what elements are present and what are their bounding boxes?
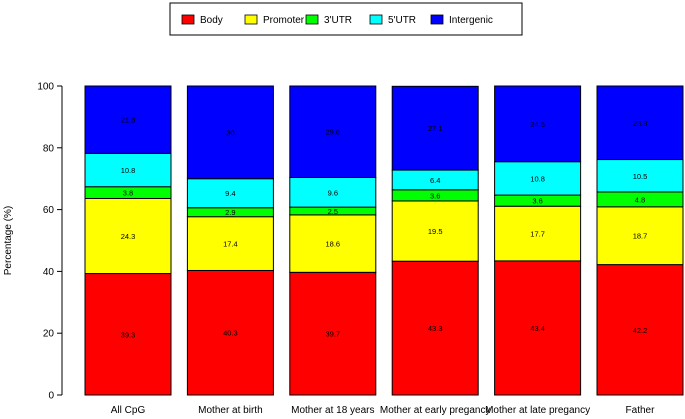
bar-value-label: 18.6	[325, 240, 340, 249]
legend-label: Promoter	[263, 15, 305, 26]
bar-segment	[494, 161, 582, 196]
bar-value-label: 43.3	[428, 324, 443, 333]
legend-swatch	[305, 14, 319, 25]
bar-segment	[391, 260, 479, 396]
bar-value-label: 24.3	[121, 232, 136, 241]
bar-segment	[186, 85, 274, 180]
bar-segment	[289, 176, 377, 208]
bar-segment	[494, 205, 582, 262]
bar-value-label: 29.6	[325, 128, 340, 137]
bar-value-label: 10.5	[633, 172, 648, 181]
bar-value-label: 19.5	[428, 227, 443, 236]
y-tick-label: 20	[43, 329, 55, 340]
y-tick-label: 60	[43, 205, 55, 216]
legend: Body Promoter 3'UTR 5'UTR Intergenic	[169, 2, 523, 36]
bar-value-label: 4.8	[635, 195, 645, 204]
bar-segment	[84, 152, 172, 188]
bar-value-label: 39.7	[325, 330, 340, 339]
y-tick-label: 100	[37, 82, 54, 93]
bar-value-label: 30	[226, 128, 234, 137]
bar-segment	[289, 271, 377, 396]
bar-value-label: 3.6	[430, 191, 440, 200]
bar-segment	[596, 85, 684, 161]
y-tick-label: 0	[48, 391, 54, 402]
legend-box	[169, 2, 523, 36]
legend-swatch	[430, 14, 444, 25]
y-tick-label: 40	[43, 267, 55, 278]
bar-value-label: 3.8	[123, 189, 133, 198]
bar-segment	[494, 85, 582, 163]
bar-stack: 43.4 17.7 3.6 10.8 24.5	[494, 85, 582, 396]
x-category-label: Father	[626, 405, 656, 416]
bars: 39.3 24.3 3.8 10.8 21.8 40.3 17.4 2.9 9.4 30 39.7 1…	[84, 85, 684, 396]
legend-label: 5'UTR	[388, 15, 416, 26]
bar-value-label: 27.1	[428, 124, 443, 133]
bar-value-label: 39.3	[121, 330, 136, 339]
bar-stack: 40.3 17.4 2.9 9.4 30	[186, 85, 274, 396]
x-category-label: Mother at birth	[198, 405, 262, 416]
bar-stack: 42.2 18.7 4.8 10.5 23.8	[596, 85, 684, 396]
bar-segment	[596, 206, 684, 266]
bar-value-label: 17.7	[530, 230, 545, 239]
y-tick-label: 80	[43, 143, 55, 154]
bar-value-label: 21.8	[121, 116, 136, 125]
bar-value-label: 42.2	[633, 326, 648, 335]
bar-value-label: 2.5	[328, 207, 338, 216]
x-category-label: All CpG	[111, 405, 146, 416]
bar-value-label: 2.9	[225, 208, 235, 217]
bar-value-label: 40.3	[223, 329, 238, 338]
bar-segment	[289, 214, 377, 273]
bar-segment	[186, 216, 274, 271]
y-axis: 0 20 40 60 80 100 Percentage (%)	[3, 82, 63, 402]
bar-stack: 39.7 18.6 2.5 9.6 29.6	[289, 85, 377, 396]
x-category-label: Mother at 18 years	[291, 405, 374, 416]
bar-segment	[84, 197, 172, 275]
bar-value-label: 24.5	[530, 120, 545, 129]
x-category-label: Mother at late pregancy	[485, 405, 590, 416]
bar-segment	[391, 85, 479, 171]
bar-value-label: 17.4	[223, 240, 238, 249]
bar-value-label: 23.8	[633, 119, 648, 128]
bar-stack: 43.3 19.5 3.6 6.4 27.1	[391, 85, 479, 396]
bar-value-label: 9.6	[328, 188, 338, 197]
legend-swatch	[181, 14, 195, 25]
bar-segment	[289, 85, 377, 178]
x-axis-labels: All CpG Mother at birth Mother at 18 years…	[111, 405, 655, 416]
bar-value-label: 10.8	[121, 166, 136, 175]
bar-value-label: 9.4	[225, 189, 235, 198]
x-category-label: Mother at early pregancy	[380, 405, 491, 416]
bar-value-label: 18.7	[633, 232, 648, 241]
bar-value-label: 10.8	[530, 174, 545, 183]
bar-segment	[391, 200, 479, 262]
legend-label: Body	[200, 15, 223, 26]
y-axis-title: Percentage (%)	[3, 206, 14, 275]
bar-value-label: 6.4	[430, 176, 440, 185]
bar-segment	[84, 273, 172, 396]
legend-swatch	[244, 14, 258, 25]
bar-value-label: 3.6	[532, 197, 542, 206]
bar-segment	[596, 264, 684, 396]
legend-label: Intergenic	[449, 15, 493, 26]
bar-segment	[84, 85, 172, 154]
bar-segment	[596, 159, 684, 193]
legend-label: 3'UTR	[324, 15, 352, 26]
legend-swatch	[369, 14, 383, 25]
bar-stack: 39.3 24.3 3.8 10.8 21.8	[84, 85, 172, 396]
bar-segment	[186, 269, 274, 396]
bar-segment	[494, 260, 582, 396]
bar-value-label: 43.4	[530, 324, 545, 333]
